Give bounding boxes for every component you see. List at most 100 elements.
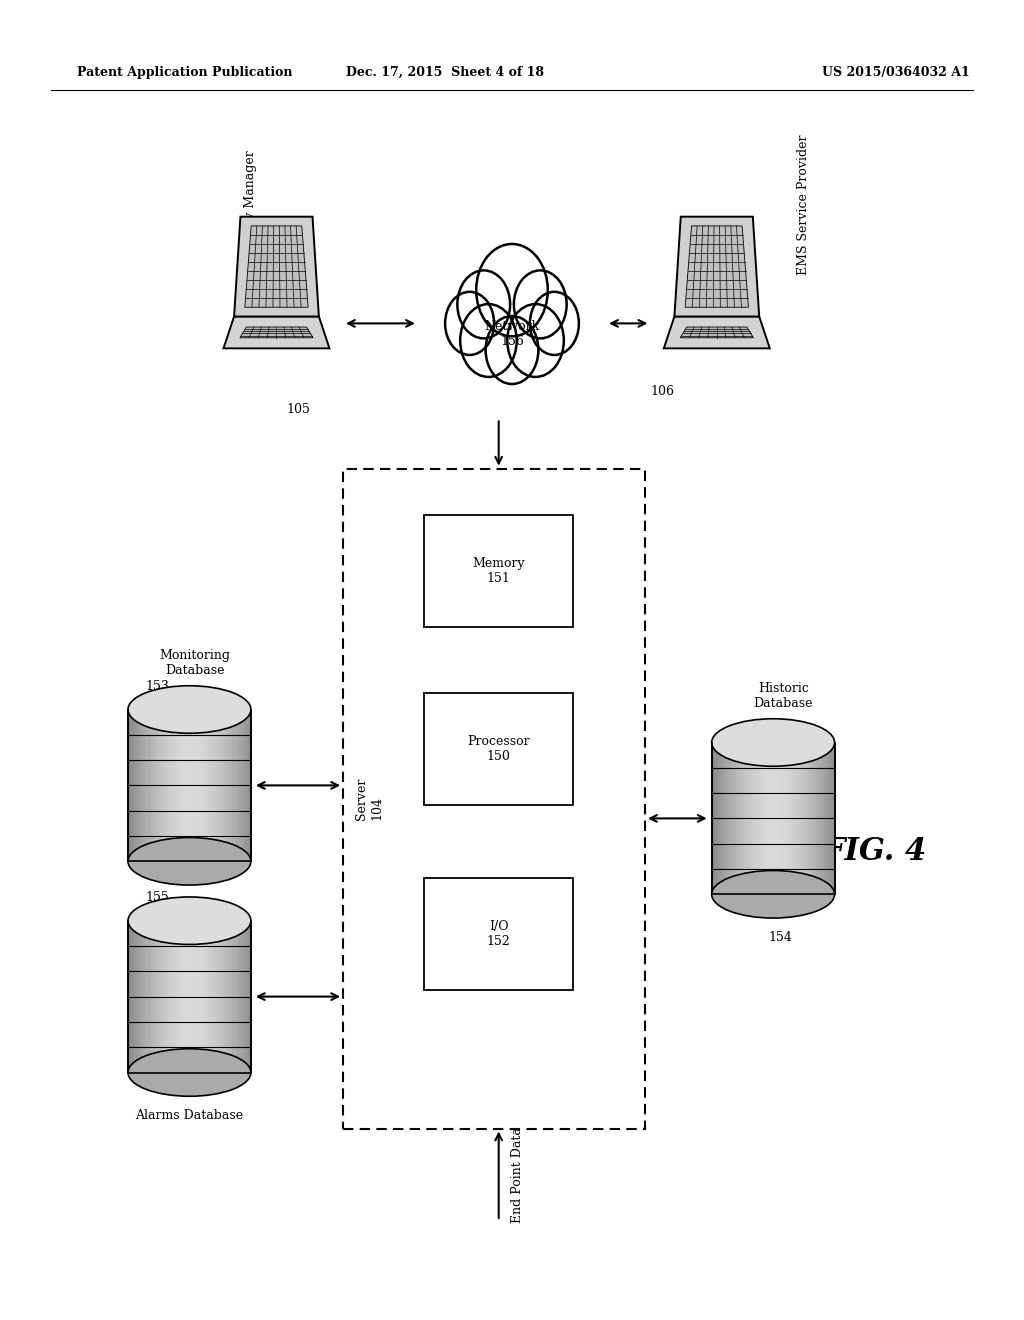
Polygon shape (223, 921, 226, 1072)
Text: Facility Manager: Facility Manager (245, 150, 257, 259)
Circle shape (529, 292, 579, 355)
Text: Dec. 17, 2015  Sheet 4 of 18: Dec. 17, 2015 Sheet 4 of 18 (346, 66, 545, 79)
Polygon shape (248, 710, 251, 861)
Polygon shape (128, 710, 131, 861)
Polygon shape (183, 710, 186, 861)
Circle shape (445, 292, 495, 355)
Circle shape (507, 304, 564, 378)
Circle shape (485, 315, 539, 384)
FancyBboxPatch shape (343, 469, 645, 1129)
Polygon shape (779, 742, 782, 895)
Text: Alarms Database: Alarms Database (135, 1109, 244, 1122)
Polygon shape (240, 327, 313, 338)
Polygon shape (214, 921, 217, 1072)
Polygon shape (712, 742, 715, 895)
Polygon shape (792, 742, 795, 895)
Polygon shape (174, 921, 177, 1072)
Polygon shape (165, 710, 168, 861)
Polygon shape (229, 710, 232, 861)
Polygon shape (816, 742, 819, 895)
Polygon shape (159, 710, 162, 861)
Polygon shape (171, 921, 174, 1072)
Text: 154: 154 (768, 931, 792, 944)
Text: Memory
151: Memory 151 (472, 557, 525, 585)
FancyBboxPatch shape (424, 878, 573, 990)
Polygon shape (232, 710, 236, 861)
Polygon shape (721, 742, 724, 895)
Polygon shape (156, 921, 159, 1072)
Polygon shape (168, 921, 171, 1072)
Polygon shape (245, 710, 248, 861)
Text: 155: 155 (145, 891, 169, 904)
Text: 106: 106 (650, 385, 674, 399)
Circle shape (460, 304, 517, 378)
Polygon shape (223, 710, 226, 861)
Polygon shape (236, 921, 239, 1072)
Polygon shape (248, 921, 251, 1072)
Polygon shape (758, 742, 761, 895)
Polygon shape (208, 921, 211, 1072)
Polygon shape (131, 710, 134, 861)
Polygon shape (196, 921, 199, 1072)
Polygon shape (205, 921, 208, 1072)
Polygon shape (143, 921, 146, 1072)
Polygon shape (205, 710, 208, 861)
Polygon shape (234, 216, 318, 317)
Circle shape (514, 271, 566, 338)
Polygon shape (232, 921, 236, 1072)
Polygon shape (202, 921, 205, 1072)
Polygon shape (165, 921, 168, 1072)
Polygon shape (727, 742, 730, 895)
Polygon shape (813, 742, 816, 895)
Polygon shape (134, 710, 137, 861)
Polygon shape (183, 921, 186, 1072)
Polygon shape (685, 226, 749, 308)
Polygon shape (140, 921, 143, 1072)
Polygon shape (211, 710, 214, 861)
Polygon shape (150, 710, 153, 861)
Polygon shape (146, 710, 150, 861)
Polygon shape (211, 921, 214, 1072)
Polygon shape (822, 742, 825, 895)
Polygon shape (189, 921, 193, 1072)
Polygon shape (171, 710, 174, 861)
Polygon shape (807, 742, 810, 895)
Polygon shape (825, 742, 828, 895)
Polygon shape (186, 921, 189, 1072)
Polygon shape (140, 710, 143, 861)
Ellipse shape (128, 898, 251, 945)
Polygon shape (664, 317, 770, 348)
Polygon shape (831, 742, 835, 895)
Polygon shape (150, 921, 153, 1072)
Polygon shape (785, 742, 788, 895)
Polygon shape (177, 921, 180, 1072)
Polygon shape (208, 710, 211, 861)
Polygon shape (217, 710, 220, 861)
Polygon shape (217, 921, 220, 1072)
Polygon shape (718, 742, 721, 895)
Text: Network
156: Network 156 (484, 319, 540, 348)
Polygon shape (736, 742, 739, 895)
Polygon shape (761, 742, 764, 895)
Polygon shape (776, 742, 779, 895)
Polygon shape (162, 710, 165, 861)
Text: FIG. 4: FIG. 4 (824, 836, 927, 867)
Polygon shape (715, 742, 718, 895)
Ellipse shape (128, 686, 251, 734)
Polygon shape (229, 921, 232, 1072)
Polygon shape (189, 710, 193, 861)
Polygon shape (226, 710, 229, 861)
Text: Historic
Database: Historic Database (754, 682, 813, 710)
Ellipse shape (128, 1048, 251, 1096)
Text: 105: 105 (287, 403, 310, 416)
Polygon shape (242, 710, 245, 861)
Circle shape (476, 244, 548, 337)
FancyBboxPatch shape (424, 515, 573, 627)
Polygon shape (733, 742, 736, 895)
Text: I/O
152: I/O 152 (486, 920, 511, 948)
Polygon shape (202, 710, 205, 861)
Polygon shape (199, 921, 202, 1072)
Polygon shape (174, 710, 177, 861)
Polygon shape (128, 921, 131, 1072)
Polygon shape (739, 742, 742, 895)
